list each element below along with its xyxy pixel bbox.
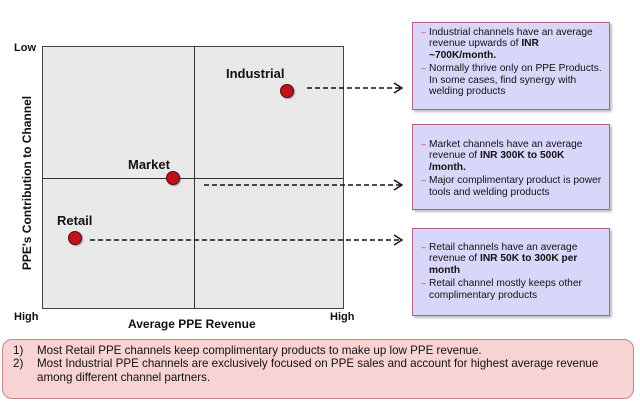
y-axis-bottom-label: High <box>14 311 39 323</box>
industrial-note-line: – Normally thrive only on PPE Products. … <box>421 63 602 98</box>
note-item: 1) Most Retail PPE channels keep complim… <box>13 344 482 357</box>
market-revenue-line: – Market channels have an average revenu… <box>421 139 583 173</box>
retail-revenue-line: – Retail channels have an average revenu… <box>421 242 578 276</box>
market-callout: – Market channels have an average revenu… <box>412 124 610 210</box>
note-item: 2) Most Industrial PPE channels are excl… <box>13 357 599 384</box>
industrial-label: Industrial <box>226 66 285 81</box>
summary-notes: 1) Most Retail PPE channels keep complim… <box>2 339 634 399</box>
industrial-callout: – Industrial channels have an average re… <box>412 22 610 110</box>
horizontal-divider <box>43 178 343 179</box>
vertical-divider <box>194 47 195 308</box>
industrial-point <box>280 84 294 98</box>
industrial-revenue-line: – Industrial channels have an average re… <box>421 27 593 61</box>
market-point <box>166 171 180 185</box>
retail-callout: – Retail channels have an average revenu… <box>412 228 610 316</box>
y-axis-top-label: Low <box>14 42 36 54</box>
x-axis-right-label: High <box>330 311 355 323</box>
market-note-line: – Major complimentary product is power t… <box>421 175 602 198</box>
market-label: Market <box>128 157 170 172</box>
market-arrow-head <box>393 179 404 191</box>
industrial-arrow-head <box>393 82 404 94</box>
x-axis-title: Average PPE Revenue <box>128 317 256 331</box>
retail-point <box>68 231 82 245</box>
retail-label: Retail <box>57 213 93 228</box>
retail-arrow-head <box>393 234 404 246</box>
retail-note-line: – Retail channel mostly keeps other comp… <box>421 278 582 301</box>
